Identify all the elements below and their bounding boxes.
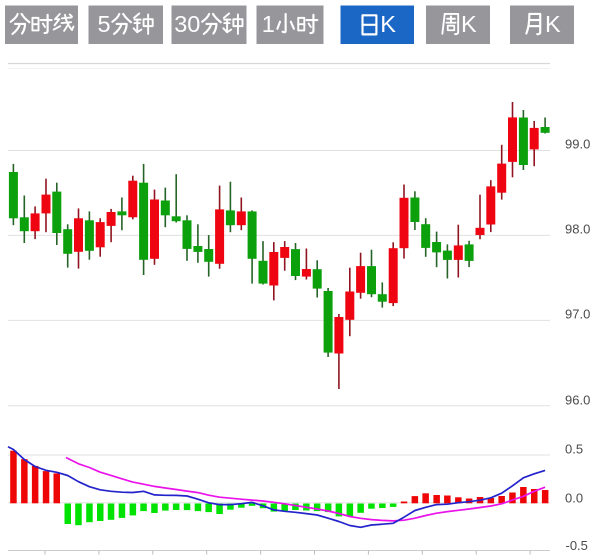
svg-text:99.0: 99.0 [565,137,590,152]
svg-text:98.0: 98.0 [565,222,590,237]
svg-text:1: 1 [262,11,275,37]
svg-text:0.5: 0.5 [565,441,583,456]
svg-text:K: K [380,11,396,37]
svg-text:96.0: 96.0 [565,393,590,408]
svg-text:5: 5 [98,11,111,37]
svg-text:K: K [461,11,477,37]
svg-text:K: K [545,11,561,37]
svg-text:-0.5: -0.5 [566,538,588,553]
svg-text:97.0: 97.0 [565,307,590,322]
svg-text:0.0: 0.0 [565,491,583,506]
svg-text:30: 30 [174,11,200,37]
